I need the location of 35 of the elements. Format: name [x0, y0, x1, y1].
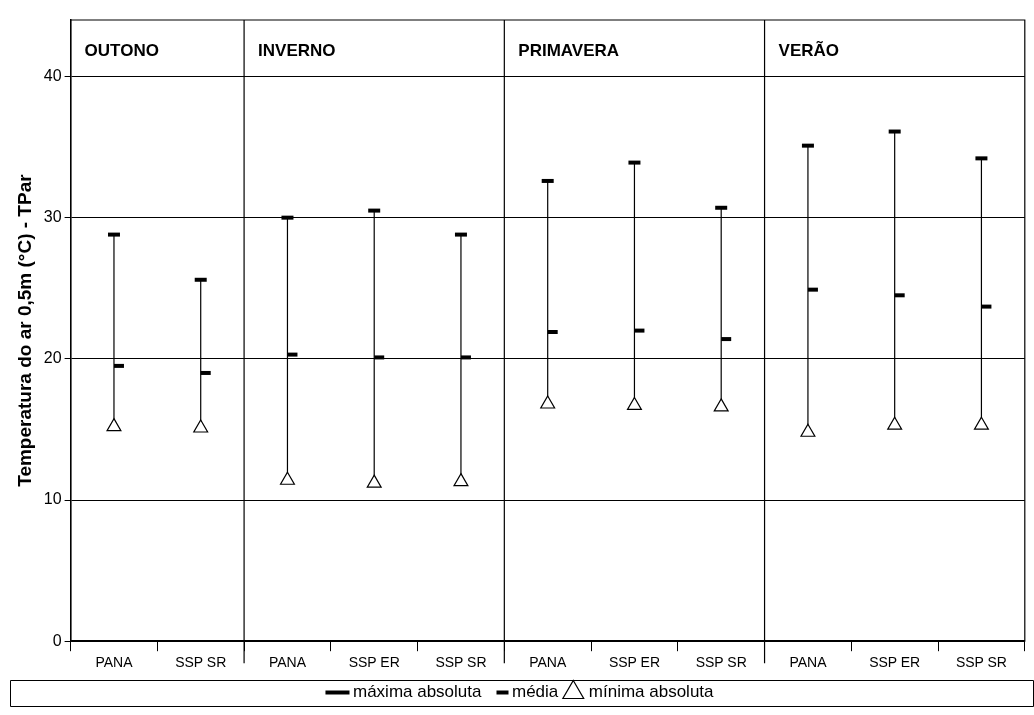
point — [800, 423, 816, 437]
point — [973, 416, 989, 430]
point — [453, 473, 469, 487]
point — [887, 416, 903, 430]
annotation: INVERNO — [258, 40, 336, 60]
x-tick-label: PANA — [95, 654, 134, 671]
annotation: VERÃO — [778, 39, 840, 60]
point — [279, 471, 295, 485]
y-axis-title: Temperatura do ar 0,5m (°C) - TPar — [13, 173, 35, 487]
point — [106, 418, 122, 432]
legend-label: média — [511, 682, 559, 702]
x-tick-label: SSP ER — [869, 654, 921, 671]
x-tick-label: SSP SR — [955, 654, 1007, 671]
legend-label: máxima absoluta — [352, 682, 483, 702]
annotation: PRIMAVERA — [518, 40, 620, 60]
point — [626, 396, 642, 411]
point — [366, 474, 382, 488]
annotation: OUTONO — [84, 40, 159, 60]
point — [193, 419, 209, 433]
x-tick-label: PANA — [529, 654, 567, 671]
x-tick-label: SSP ER — [608, 654, 660, 671]
x-tick-label: SSP SR — [695, 654, 747, 671]
point — [713, 398, 729, 412]
legend-label: mínima absoluta — [588, 682, 715, 702]
x-tick-label: PANA — [268, 654, 307, 671]
x-tick-label: SSP SR — [175, 654, 227, 671]
x-tick-label: SSP ER — [348, 654, 400, 671]
y-tick-label: 40 — [43, 66, 62, 84]
y-tick-label: 10 — [43, 490, 62, 508]
point — [540, 395, 556, 409]
x-tick-label: PANA — [789, 654, 828, 671]
y-tick-label: 0 — [52, 631, 62, 649]
y-tick-label: 30 — [43, 208, 62, 226]
y-tick-label: 20 — [43, 349, 62, 367]
x-tick-label: SSP SR — [435, 654, 487, 671]
